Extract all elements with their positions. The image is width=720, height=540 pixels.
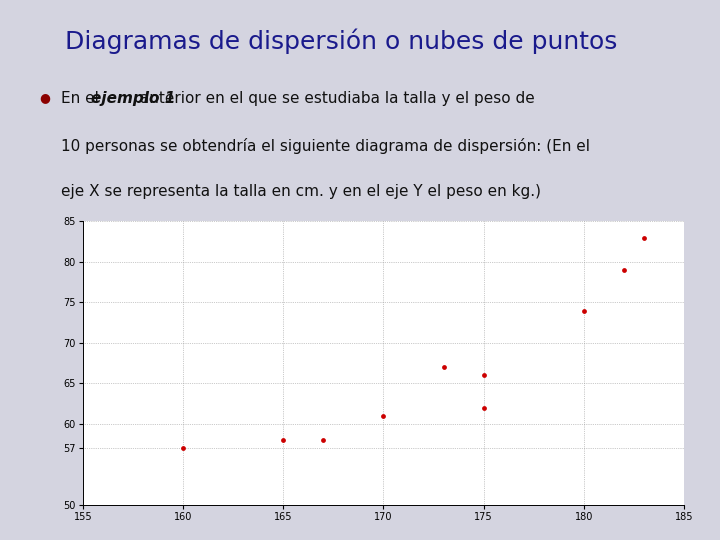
Text: Diagramas de dispersión o nubes de puntos: Diagramas de dispersión o nubes de punto… xyxy=(65,29,617,55)
Point xyxy=(478,371,490,380)
Text: ●: ● xyxy=(40,91,50,104)
Text: eje X se representa la talla en cm. y en el eje Y el peso en kg.): eje X se representa la talla en cm. y en… xyxy=(61,185,541,199)
Point xyxy=(578,306,590,315)
Text: ejemplo 1: ejemplo 1 xyxy=(91,91,175,106)
Text: 10 personas se obtendría el siguiente diagrama de dispersión: (En el: 10 personas se obtendría el siguiente di… xyxy=(61,138,590,154)
Point xyxy=(618,266,630,274)
Point xyxy=(438,363,449,372)
Point xyxy=(177,444,189,453)
Point xyxy=(378,411,390,420)
Text: anterior en el que se estudiaba la talla y el peso de: anterior en el que se estudiaba la talla… xyxy=(135,91,534,106)
Point xyxy=(277,436,289,444)
Text: En el: En el xyxy=(61,91,104,106)
Point xyxy=(638,233,649,242)
Point xyxy=(478,403,490,412)
Point xyxy=(318,436,329,444)
